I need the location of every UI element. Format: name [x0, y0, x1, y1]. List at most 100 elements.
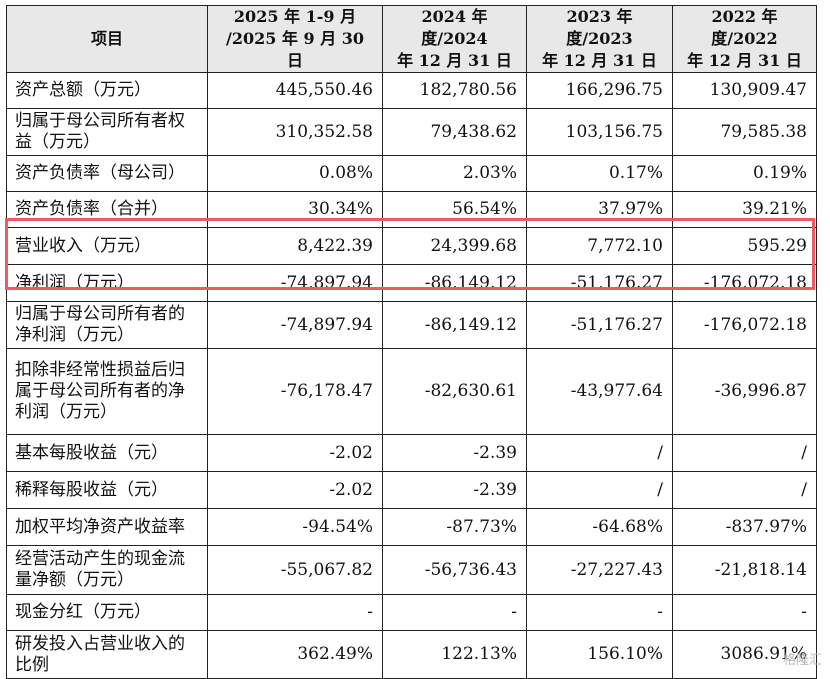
financial-summary-table: 项目 2025 年 1-9 月/2025 年 9 月 30 日 2024 年度/20…: [6, 5, 817, 679]
value-cell: 156.10%: [526, 630, 673, 679]
value-cell: -2.02: [207, 471, 383, 509]
header-line: 2024 年度/2024: [421, 7, 488, 48]
value-cell: 595.29: [672, 227, 817, 265]
row-label: 基本每股收益（元）: [6, 434, 208, 472]
value-cell: -36,996.87: [672, 348, 817, 435]
value-cell: -2.39: [382, 434, 527, 472]
header-row: 项目 2025 年 1-9 月/2025 年 9 月 30 日 2024 年度/20…: [6, 5, 817, 73]
value-cell: -51,176.27: [526, 264, 673, 302]
row-label-line: 资产总额（万元）: [15, 80, 151, 100]
row-label: 稀释每股收益（元）: [6, 471, 208, 509]
row-label-line: 稀释每股收益（元）: [15, 479, 168, 500]
table-row: 稀释每股收益（元） -2.02 -2.39//: [6, 471, 817, 509]
row-label: 资产总额（万元）: [6, 72, 208, 109]
row-label: 营业收入（万元）: [6, 227, 208, 265]
value-cell: -51,176.27: [526, 301, 673, 349]
row-label-line: 量净额（万元）: [15, 570, 134, 590]
value-cell: -2.39: [382, 471, 527, 509]
row-label-line: 属于母公司所有者的净: [15, 381, 185, 401]
row-label: 归属于母公司所有者权 益（万元）: [6, 108, 208, 156]
value-cell: 362.49%: [207, 630, 383, 679]
value-cell: -56,736.43: [382, 545, 527, 595]
value-cell: -64.68%: [526, 508, 673, 546]
header-item: 项目: [6, 5, 208, 73]
value-cell: -: [672, 594, 817, 631]
value-cell: /: [526, 434, 673, 472]
row-label: 加权平均净资产收益率: [6, 508, 208, 546]
row-label-line: 归属于母公司所有者权: [15, 111, 185, 131]
value-cell: 37.97%: [526, 191, 673, 228]
value-cell: -86,149.12: [382, 301, 527, 349]
header-line: 2023 年度/2023: [566, 7, 633, 48]
value-cell: 39.21%: [672, 191, 817, 228]
row-label: 现金分红（万元）: [6, 594, 208, 631]
value-cell: -55,067.82: [207, 545, 383, 595]
value-cell: -: [382, 594, 527, 631]
value-cell: 0.19%: [672, 155, 817, 192]
row-label-line: 加权平均净资产收益率: [15, 516, 185, 537]
row-label: 经营活动产生的现金流 量净额（万元）: [6, 545, 208, 595]
table-row: 归属于母公司所有者权 益（万元） 310,352.58 79,438.62 103,15…: [6, 108, 817, 156]
row-label: 资产负债率（母公司）: [6, 155, 208, 192]
header-line: 年 12 月 31 日: [687, 51, 802, 70]
header-period-2: 2024 年度/2024 年 12 月 31 日: [382, 5, 527, 73]
table-body: 资产总额（万元） 445,550.46 182,780.56 166,296.75 13…: [6, 72, 817, 679]
value-cell: /: [526, 471, 673, 509]
row-label-line: 研发投入占营业收入的: [15, 633, 185, 654]
value-cell: 79,585.38: [672, 108, 817, 156]
row-label-line: 净利润（万元）: [15, 272, 134, 293]
header-line: 项目: [90, 29, 123, 48]
value-cell: 56.54%: [382, 191, 527, 228]
header-period-1: 2025 年 1-9 月/2025 年 9 月 30 日: [207, 5, 383, 73]
value-cell: 0.08%: [207, 155, 383, 192]
value-cell: -74,897.94: [207, 301, 383, 349]
value-cell: -94.54%: [207, 508, 383, 546]
value-cell: 445,550.46: [207, 72, 383, 109]
value-cell: -87.73%: [382, 508, 527, 546]
value-cell: 0.17%: [526, 155, 673, 192]
value-cell: 182,780.56: [382, 72, 527, 109]
header-line: 年 12 月 31 日: [542, 51, 657, 70]
table-row: 扣除非经常性损益后归 属于母公司所有者的净 利润（万元） -76,178.47 -82,…: [6, 348, 817, 435]
value-cell: 8,422.39: [207, 227, 383, 265]
value-cell: 2.03%: [382, 155, 527, 192]
value-cell: -176,072.18: [672, 264, 817, 302]
row-label-line: 资产负债率（合并）: [15, 199, 168, 219]
row-label: 归属于母公司所有者的 净利润（万元）: [6, 301, 208, 349]
row-label-line: 利润（万元）: [15, 402, 117, 422]
value-cell: -86,149.12: [382, 264, 527, 302]
value-cell: -82,630.61: [382, 348, 527, 435]
table-row: 研发投入占营业收入的 比例 362.49% 122.13% 156.10% 3086.91…: [6, 630, 817, 679]
table-row: 资产负债率（合并） 30.34% 56.54% 37.97% 39.21%: [6, 191, 817, 228]
header-line: 年 12 月 31 日: [397, 51, 512, 70]
row-label-line: 比例: [15, 654, 49, 675]
table-row: 净利润（万元） -74,897.94 -86,149.12 -51,176.27 -17…: [6, 264, 817, 302]
table-row: 基本每股收益（元） -2.02 -2.39//: [6, 434, 817, 472]
header-line: /2025 年 9 月 30 日: [225, 29, 365, 70]
row-label-line: 扣除非经常性损益后归: [15, 360, 185, 380]
value-cell: /: [672, 471, 817, 509]
header-line: 2025 年 1-9 月: [233, 7, 357, 26]
row-label-line: 净利润（万元）: [15, 325, 134, 345]
table-row: 资产负债率（母公司） 0.08% 2.03% 0.17% 0.19%: [6, 155, 817, 192]
header-period-3: 2023 年度/2023 年 12 月 31 日: [526, 5, 673, 73]
value-cell: 310,352.58: [207, 108, 383, 156]
value-cell: -74,897.94: [207, 264, 383, 302]
table-row: 营业收入（万元） 8,422.39 24,399.68 7,772.10 595.29: [6, 227, 817, 265]
row-label-line: 益（万元）: [15, 132, 100, 152]
value-cell: -21,818.14: [672, 545, 817, 595]
row-label-line: 资产负债率（母公司）: [15, 163, 185, 183]
value-cell: -176,072.18: [672, 301, 817, 349]
value-cell: -: [526, 594, 673, 631]
table-header: 项目 2025 年 1-9 月/2025 年 9 月 30 日 2024 年度/20…: [6, 5, 817, 73]
value-cell: -27,227.43: [526, 545, 673, 595]
row-label-line: 基本每股收益（元）: [15, 442, 168, 463]
table-row: 现金分红（万元） - - - -: [6, 594, 817, 631]
table-row: 资产总额（万元） 445,550.46 182,780.56 166,296.75 13…: [6, 72, 817, 109]
value-cell: -: [207, 594, 383, 631]
row-label: 扣除非经常性损益后归 属于母公司所有者的净 利润（万元）: [6, 348, 208, 435]
table-row: 加权平均净资产收益率 -94.54% -87.73% -64.68% -837.97%: [6, 508, 817, 546]
row-label-line: 现金分红（万元）: [15, 602, 151, 622]
row-label-line: 营业收入（万元）: [15, 235, 151, 256]
value-cell: -837.97%: [672, 508, 817, 546]
